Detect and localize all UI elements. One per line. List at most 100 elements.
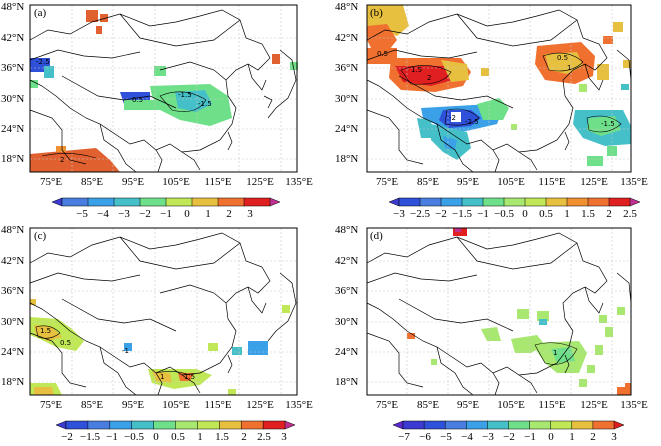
colorbar-tick: 1 bbox=[569, 431, 575, 443]
colorbar-swatch bbox=[503, 197, 526, 207]
colorbar-b-svg bbox=[388, 197, 641, 207]
colorbar-swatch bbox=[508, 420, 531, 430]
colorbar-swatch bbox=[461, 197, 484, 207]
lat-label: 36°N bbox=[1, 285, 25, 297]
lon-label: 95°E bbox=[456, 399, 480, 411]
map-b-contour-label: -1.5 bbox=[601, 120, 615, 128]
map-b-gridlines bbox=[367, 5, 631, 172]
colorbar-tick: −4 bbox=[461, 431, 473, 443]
map-b-contour-labels: -2 -2.5 -1.5 0.5 0.5 1.5 2 1 bbox=[377, 50, 615, 128]
lat-label: 30°N bbox=[1, 316, 25, 328]
colorbar-tick: −2 bbox=[503, 431, 515, 443]
colorbar-swatch bbox=[529, 420, 552, 430]
colorbar-swatch bbox=[566, 197, 589, 207]
colorbar-tick: 3 bbox=[611, 431, 617, 443]
map-a-contour-label: 2 bbox=[60, 156, 64, 164]
colorbar-tick: −3 bbox=[118, 208, 130, 220]
map-b-contour-label: -2.5 bbox=[465, 118, 479, 126]
colorbar-tick: 1 bbox=[205, 208, 211, 220]
colorbar-tick: −2 bbox=[139, 208, 151, 220]
map-a-contours bbox=[41, 91, 207, 159]
lat-label: 30°N bbox=[335, 93, 359, 105]
colorbar-tick: −1 bbox=[477, 208, 489, 220]
map-b-contour-label: 0.5 bbox=[377, 50, 388, 58]
colorbar-d: −7 −6 −5 −4 −3 −2 −1 0 1 2 3 bbox=[331, 419, 661, 445]
map-c-contour-label: 1.5 bbox=[40, 327, 51, 335]
lat-label: 24°N bbox=[1, 346, 25, 358]
map-d-gridlines bbox=[367, 228, 631, 395]
colorbar-tick: 2 bbox=[241, 431, 247, 443]
lon-label: 105°E bbox=[497, 176, 525, 188]
colorbar-tick: 2 bbox=[606, 208, 612, 220]
colorbar-extend-high bbox=[613, 420, 625, 430]
panel-label-c: (c) bbox=[34, 230, 47, 242]
colorbar-tick: −6 bbox=[419, 431, 431, 443]
colorbar-swatch bbox=[87, 420, 111, 430]
map-a-frame bbox=[29, 4, 298, 173]
lon-label: 125°E bbox=[246, 176, 274, 188]
colorbar-extend-low bbox=[51, 197, 63, 207]
colorbar-swatch bbox=[139, 197, 167, 207]
map-a-contour-label: -1.5 bbox=[178, 91, 192, 99]
map-a-contour-label: 0.5 bbox=[132, 96, 143, 104]
colorbar-swatch bbox=[487, 420, 510, 430]
map-b-contour-label: 1 bbox=[567, 64, 571, 72]
colorbar-tick: −1 bbox=[106, 431, 118, 443]
colorbar-swatch bbox=[608, 197, 631, 207]
colorbar-tick: 0 bbox=[153, 431, 159, 443]
lat-label: 42°N bbox=[335, 32, 359, 44]
map-panel-a: -1.5 -1.5 -2.5 0.5 2 (a) 48°N 42°N 36°N … bbox=[0, 0, 330, 223]
colorbar-swatch bbox=[61, 197, 89, 207]
lat-label: 30°N bbox=[1, 93, 25, 105]
lat-label: 18°N bbox=[1, 153, 25, 165]
lat-label: 30°N bbox=[335, 316, 359, 328]
colorbar-swatch bbox=[545, 197, 568, 207]
colorbar-swatch bbox=[419, 197, 442, 207]
colorbar-swatch bbox=[219, 420, 242, 430]
colorbar-swatch bbox=[217, 197, 245, 207]
map-b-frame bbox=[366, 4, 632, 173]
colorbar-extend-high bbox=[269, 197, 281, 207]
map-c-contour-label: -1 bbox=[122, 347, 129, 355]
colorbar-swatch bbox=[444, 420, 467, 430]
colorbar-tick: 3 bbox=[281, 431, 287, 443]
colorbar-swatch bbox=[109, 420, 133, 430]
colorbar-a: −5 −4 −3 −2 −1 0 1 2 3 bbox=[0, 196, 330, 222]
lat-label: 18°N bbox=[335, 376, 359, 388]
map-d-borders bbox=[366, 232, 632, 396]
colorbar-swatch bbox=[240, 420, 264, 430]
map-b-contour-label: -2 bbox=[449, 114, 456, 122]
colorbar-swatch bbox=[113, 197, 141, 207]
colorbar-c: −2 −1.5 −1 −0.5 0 0.5 1 1.5 2 2.5 3 bbox=[0, 419, 330, 445]
colorbar-tick: 1.5 bbox=[581, 208, 595, 220]
map-c-svg: -1 1.5 0.5 1 1.5 bbox=[29, 227, 298, 396]
map-d-svg: 1 bbox=[366, 227, 632, 396]
colorbar-swatch bbox=[153, 420, 177, 430]
colorbar-tick: 2.5 bbox=[623, 208, 637, 220]
map-c-contours bbox=[35, 325, 191, 376]
lon-label: 115°E bbox=[538, 399, 566, 411]
map-d-contour-labels: 1 bbox=[553, 349, 557, 357]
colorbar-tick: 0 bbox=[184, 208, 190, 220]
colorbar-swatch bbox=[550, 420, 573, 430]
panel-label-a: (a) bbox=[34, 7, 47, 19]
map-c-borders bbox=[29, 232, 297, 396]
colorbar-tick: −5 bbox=[440, 431, 452, 443]
colorbar-tick: −1.5 bbox=[80, 431, 100, 443]
map-b-svg: -2 -2.5 -1.5 0.5 0.5 1.5 2 1 bbox=[366, 4, 632, 173]
colorbar-swatch bbox=[440, 197, 463, 207]
map-c-anomaly-patches bbox=[30, 299, 290, 395]
map-a-borders bbox=[29, 9, 297, 173]
colorbar-tick: 2.5 bbox=[257, 431, 271, 443]
colorbar-tick: 0 bbox=[548, 431, 554, 443]
colorbar-tick: −4 bbox=[97, 208, 109, 220]
lon-label: 125°E bbox=[580, 399, 608, 411]
panel-label-d: (d) bbox=[370, 230, 383, 242]
colorbar-swatch bbox=[243, 197, 271, 207]
colorbar-tick: −1 bbox=[160, 208, 172, 220]
lon-label: 115°E bbox=[538, 176, 566, 188]
lon-label: 135°E bbox=[285, 176, 313, 188]
map-b-borders bbox=[366, 9, 632, 173]
colorbar-swatch bbox=[175, 420, 198, 430]
lat-label: 48°N bbox=[335, 1, 359, 13]
